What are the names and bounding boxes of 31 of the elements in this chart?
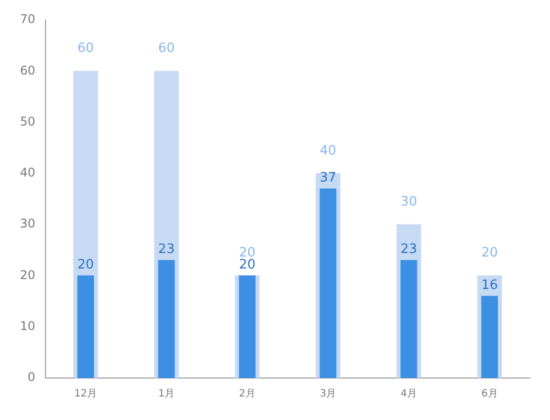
- y-tick-label: 0: [28, 370, 36, 384]
- bar: [158, 260, 175, 378]
- data-label: 60: [158, 41, 175, 56]
- x-tick-label: 4月: [400, 388, 418, 400]
- y-tick-label: 70: [20, 12, 36, 26]
- x-tick-label: 3月: [320, 388, 336, 400]
- x-tick-label: 6月: [481, 388, 498, 400]
- data-label: 37: [320, 170, 336, 186]
- data-label: 23: [158, 242, 175, 258]
- y-tick-label: 40: [20, 166, 36, 180]
- data-label: 20: [77, 258, 94, 273]
- x-tick-label: 2月: [239, 388, 256, 400]
- x-tick-label: 12月: [74, 388, 98, 400]
- data-label: 23: [400, 242, 418, 258]
- y-tick-label: 60: [20, 63, 36, 78]
- data-label: 60: [77, 41, 94, 56]
- data-label: 16: [481, 278, 498, 294]
- y-tick-label: 10: [20, 318, 36, 333]
- y-tick-label: 20: [20, 268, 36, 282]
- bar: [400, 260, 418, 378]
- y-tick-label: 30: [20, 216, 36, 231]
- bar: [320, 188, 336, 378]
- data-label: 20: [238, 258, 256, 273]
- y-tick-label: 50: [20, 114, 36, 128]
- data-label: 30: [400, 194, 418, 210]
- x-tick-label: 1月: [158, 388, 175, 400]
- data-label: 20: [481, 246, 498, 261]
- data-label: 40: [320, 143, 336, 158]
- bar: [77, 275, 94, 378]
- bar: [481, 296, 498, 378]
- bar: [238, 275, 256, 378]
